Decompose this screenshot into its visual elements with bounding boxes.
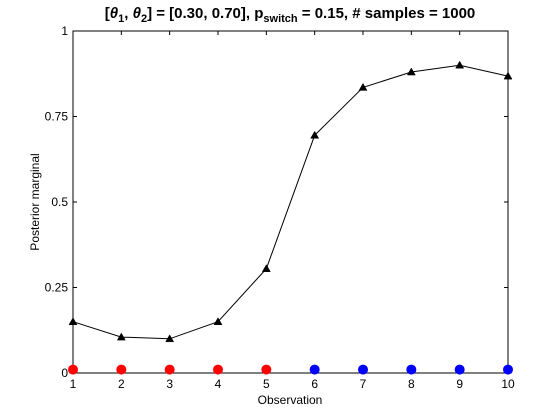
title-theta1: θ xyxy=(110,5,119,22)
x-tick-label: 1 xyxy=(70,377,77,391)
x-tick-label: 4 xyxy=(215,377,222,391)
chart-title: [θ1, θ2] = [0.30, 0.70], pswitch = 0.15,… xyxy=(105,5,476,25)
posterior-point-marker xyxy=(455,60,465,69)
title-suffix: = 0.15, # samples = 1000 xyxy=(298,5,476,22)
x-tick-label: 7 xyxy=(360,377,367,391)
x-tick-label: 5 xyxy=(263,377,270,391)
observation-point-marker xyxy=(309,364,320,375)
title-switch-subscript: switch xyxy=(263,13,298,25)
x-tick-label: 10 xyxy=(501,377,515,391)
y-tick-label: 0.25 xyxy=(45,281,69,295)
observation-point-marker xyxy=(454,364,465,375)
observation-point-marker xyxy=(358,364,368,375)
title-prefix: [ xyxy=(105,5,110,22)
posterior-point-marker xyxy=(358,82,368,91)
posterior-series-line xyxy=(72,64,509,340)
title-middle: ] = [0.30, 0.70], p xyxy=(147,5,263,22)
posterior-series-markers xyxy=(68,60,513,343)
posterior-point-marker xyxy=(213,317,223,325)
posterior-point-marker xyxy=(68,317,78,325)
observation-point-marker xyxy=(406,364,417,375)
y-tick-label: 0.5 xyxy=(51,195,68,209)
posterior-point-marker xyxy=(406,67,416,76)
posterior-point-marker xyxy=(116,332,126,341)
title-comma: , xyxy=(124,5,132,22)
observation-point-marker xyxy=(503,364,513,375)
observation-point-marker xyxy=(213,364,223,375)
y-tick-label: 0 xyxy=(61,366,68,380)
observation-point-marker xyxy=(116,364,127,375)
observation-point-marker xyxy=(164,364,175,375)
observation-point-marker xyxy=(261,364,272,375)
x-tick-label: 6 xyxy=(311,377,318,391)
x-tick-label: 2 xyxy=(118,377,125,391)
title-theta2: θ xyxy=(133,5,142,22)
posterior-point-marker xyxy=(165,334,175,343)
observation-point-marker xyxy=(68,364,78,375)
x-tick-label: 8 xyxy=(408,377,415,391)
x-tick-label: 3 xyxy=(166,377,173,391)
x-tick-label: 9 xyxy=(456,377,463,391)
y-tick-label: 0.75 xyxy=(45,110,69,124)
y-tick-label: 1 xyxy=(61,24,68,38)
title-theta2-subscript: 2 xyxy=(141,13,147,25)
x-tick-labels: 1 2 3 4 5 6 7 8 9 10 xyxy=(70,377,515,391)
posterior-point-marker xyxy=(261,264,271,272)
y-tick-labels: 0 0.25 0.5 0.75 1 xyxy=(45,24,69,380)
title-theta1-subscript: 1 xyxy=(118,13,124,25)
posterior-point-marker xyxy=(503,71,513,80)
x-axis-label: Observation xyxy=(258,393,323,407)
posterior-point-marker xyxy=(310,130,320,139)
y-axis-label: Posterior marginal xyxy=(28,153,42,250)
observation-markers xyxy=(68,364,513,375)
